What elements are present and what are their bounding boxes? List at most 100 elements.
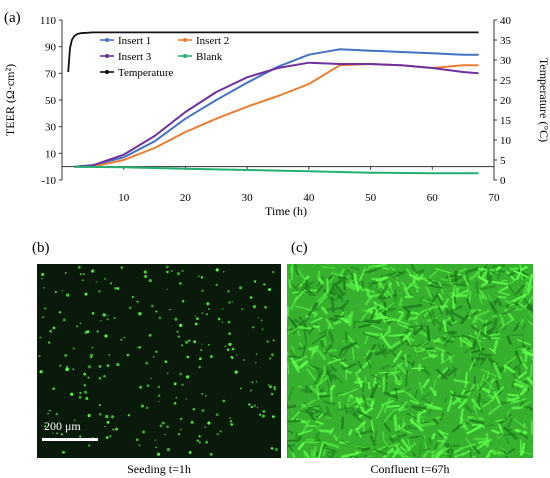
cell-streak <box>398 401 408 411</box>
cell-streak <box>466 272 469 284</box>
cell-streak <box>392 406 405 412</box>
cell-streak <box>364 375 368 384</box>
cell-dot <box>221 308 224 310</box>
cell-dot <box>77 265 81 269</box>
cell-streak <box>313 311 317 318</box>
cell-streak <box>466 424 483 435</box>
cell-streak <box>492 362 502 380</box>
cell-streak <box>497 365 503 373</box>
legend-label: Insert 3 <box>118 51 152 63</box>
cell-streak <box>507 418 513 428</box>
cell-dot <box>227 290 230 293</box>
cell-streak <box>478 267 496 272</box>
cell-streak <box>502 324 508 331</box>
cell-streak <box>507 393 520 397</box>
cell-streak <box>318 331 329 341</box>
cell-dot <box>166 288 168 290</box>
cell-streak <box>487 274 493 285</box>
cell-dot <box>123 336 126 339</box>
cell-streak <box>346 275 354 283</box>
cell-streak <box>326 306 344 311</box>
cell-streak <box>500 446 509 454</box>
cell-dot <box>166 425 169 429</box>
cell-streak <box>528 320 533 326</box>
cell-streak <box>397 363 409 376</box>
cell-streak <box>471 398 481 411</box>
cell-streak <box>529 349 533 353</box>
cell-streak <box>459 335 463 348</box>
cell-dot <box>151 304 154 308</box>
cell-streak <box>322 266 336 269</box>
cell-dot <box>98 365 102 368</box>
cell-streak <box>326 454 330 458</box>
legend-marker <box>183 54 187 58</box>
cell-dot <box>273 387 277 391</box>
cell-streak <box>516 400 532 410</box>
cell-dot <box>170 269 173 272</box>
cell-dot <box>39 370 43 374</box>
cell-dot <box>161 421 165 425</box>
cell-dot <box>139 385 143 389</box>
cell-streak <box>361 447 371 452</box>
cell-streak <box>421 415 424 423</box>
y-right-tick-label: 15 <box>500 115 512 127</box>
cell-streak <box>476 329 482 339</box>
cell-streak <box>313 369 325 385</box>
cell-streak <box>447 367 458 377</box>
cell-dot <box>106 364 110 367</box>
cell-streak <box>481 369 497 377</box>
cell-streak <box>373 448 388 456</box>
cell-streak <box>330 284 335 294</box>
cell-dot <box>181 269 184 272</box>
cell-dot <box>255 353 258 355</box>
cell-streak <box>338 401 341 409</box>
cell-streak <box>440 354 456 365</box>
cell-dot <box>61 290 63 292</box>
cell-streak <box>418 422 436 428</box>
cell-streak <box>513 382 524 388</box>
cell-streak <box>379 333 391 348</box>
cell-streak <box>388 348 397 357</box>
cell-dot <box>270 392 274 396</box>
cell-dot <box>201 343 203 345</box>
cell-streak <box>303 450 311 458</box>
cell-streak <box>421 353 436 360</box>
cell-streak <box>419 391 432 401</box>
cell-streak <box>378 371 393 374</box>
cell-streak <box>459 408 464 425</box>
cell-streak <box>422 369 431 376</box>
cell-streak <box>376 343 387 358</box>
cell-streak <box>315 424 322 429</box>
cell-streak <box>526 304 532 310</box>
cell-streak <box>520 265 528 271</box>
cell-streak <box>487 403 502 416</box>
cell-streak <box>465 419 475 425</box>
cell-streak <box>367 306 376 311</box>
cell-dot <box>65 367 69 372</box>
cell-streak <box>521 339 524 348</box>
cell-streak <box>338 315 350 324</box>
cell-streak <box>384 381 388 394</box>
cell-streak <box>531 357 533 362</box>
cell-streak <box>512 293 527 303</box>
y-left-tick-label: 10 <box>45 148 57 160</box>
cell-streak <box>344 405 348 414</box>
cell-streak <box>416 413 422 432</box>
cell-streak <box>407 438 411 448</box>
cell-streak <box>430 308 436 320</box>
cell-dot <box>229 420 232 423</box>
cell-streak <box>497 295 507 299</box>
cell-streak <box>454 283 470 287</box>
cell-streak <box>318 429 333 433</box>
cell-dot <box>112 428 115 431</box>
cell-streak <box>431 432 436 440</box>
cell-streak <box>301 419 311 435</box>
cell-dot <box>198 366 201 369</box>
cell-streak <box>472 317 478 324</box>
cell-dot <box>146 384 150 388</box>
cell-dot <box>269 385 272 389</box>
cell-streak <box>472 445 481 455</box>
cell-streak <box>422 378 430 389</box>
cell-streak <box>287 430 294 434</box>
cell-streak <box>478 317 485 323</box>
